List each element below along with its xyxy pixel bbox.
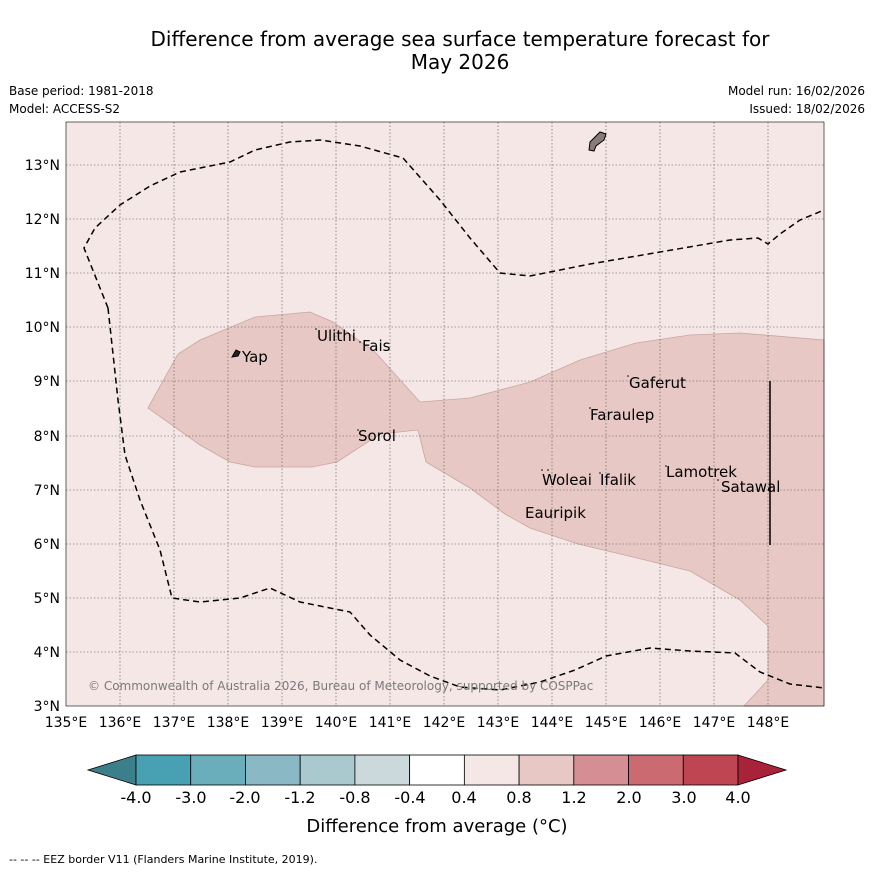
colorbar-segment <box>628 754 684 786</box>
lon-label: 135°E <box>45 715 88 731</box>
colorbar-tick: 4.0 <box>725 788 750 807</box>
place-label-faraulep: Faraulep <box>590 406 654 424</box>
colorbar-tick-labels: -4.0 -3.0 -2.0 -1.2 -0.8 -0.4 0.4 0.8 1.… <box>120 788 750 807</box>
colorbar-tick: 3.0 <box>671 788 696 807</box>
issued-text: Issued: 18/02/2026 <box>749 102 865 116</box>
map-frame <box>65 121 825 707</box>
colorbar-title: Difference from average (°C) <box>306 816 567 837</box>
colorbar-segment <box>299 754 356 786</box>
lon-label: 136°E <box>99 715 142 731</box>
place-label-sorol: Sorol <box>358 427 396 445</box>
base-period-text: Base period: 1981-2018 <box>9 84 154 98</box>
lon-label: 138°E <box>207 715 250 731</box>
colorbar-segment <box>245 754 301 786</box>
chart-title-line1: Difference from average sea surface temp… <box>150 27 770 51</box>
colorbar-tick: 0.8 <box>506 788 531 807</box>
guam-island <box>588 131 607 152</box>
lon-label: 148°E <box>747 715 790 731</box>
lat-label: 8°N <box>34 429 60 445</box>
colorbar-tick: -3.0 <box>175 788 206 807</box>
yap-island <box>231 349 241 358</box>
lon-label: 140°E <box>315 715 358 731</box>
model-text: Model: ACCESS-S2 <box>9 102 121 116</box>
meta-right: Model run: 16/02/2026 Issued: 18/02/2026 <box>728 82 865 118</box>
colorbar-tick: -1.2 <box>284 788 315 807</box>
place-label-yap: Yap <box>241 348 268 366</box>
lat-label: 10°N <box>25 320 60 336</box>
lon-label: 147°E <box>693 715 736 731</box>
colorbar-segment <box>354 754 411 786</box>
colorbar-segment <box>190 754 246 786</box>
lon-label: 144°E <box>531 715 574 731</box>
lon-label: 139°E <box>261 715 304 731</box>
place-label-ulithi: Ulithi <box>317 327 356 345</box>
lat-label: 11°N <box>25 266 60 282</box>
lat-label: 3°N <box>34 699 60 715</box>
colorbar-tick: -0.8 <box>339 788 370 807</box>
colorbar-tick: 0.4 <box>451 788 476 807</box>
colorbar-tick: -0.4 <box>394 788 425 807</box>
model-run-text: Model run: 16/02/2026 <box>727 84 865 98</box>
colorbar-tick: -4.0 <box>120 788 151 807</box>
colorbar-segment <box>463 754 520 786</box>
place-label-ifalik: Ifalik <box>600 471 636 489</box>
latitude-labels: 13°N 12°N 11°N 10°N 9°N 8°N 7°N 6°N 5°N … <box>25 158 60 715</box>
lon-label: 146°E <box>639 715 682 731</box>
place-label-eauripik: Eauripik <box>525 504 586 522</box>
colorbar-segment <box>135 754 192 786</box>
lon-label: 145°E <box>585 715 628 731</box>
copyright-text: © Commonwealth of Australia 2026, Bureau… <box>88 679 593 693</box>
lon-label: 137°E <box>153 715 196 731</box>
lat-label: 9°N <box>34 374 60 390</box>
lon-label: 141°E <box>369 715 412 731</box>
colorbar-segment <box>518 754 575 786</box>
place-label-gaferut: Gaferut <box>629 374 686 392</box>
colorbar-segment <box>573 754 629 786</box>
colorbar-tick: 2.0 <box>616 788 641 807</box>
meta-left: Base period: 1981-2018 Model: ACCESS-S2 <box>9 82 154 118</box>
eez-border-north <box>83 139 825 309</box>
place-label-fais: Fais <box>362 337 391 355</box>
chart-title-line2: May 2026 <box>410 50 510 74</box>
lat-label: 4°N <box>34 645 60 661</box>
gridlines <box>66 122 824 706</box>
footer-legend: -- -- -- EEZ border V11 (Flanders Marine… <box>9 853 318 866</box>
lat-label: 7°N <box>34 483 60 499</box>
lat-label: 6°N <box>34 537 60 553</box>
lat-label: 12°N <box>25 212 60 228</box>
lon-label: 142°E <box>423 715 466 731</box>
colorbar <box>86 754 788 786</box>
atoll-dots <box>315 328 719 481</box>
eez-border-south <box>107 307 825 691</box>
longitude-labels: 135°E 136°E 137°E 138°E 139°E 140°E 141°… <box>45 715 790 731</box>
lat-label: 5°N <box>34 591 60 607</box>
place-label-lamotrek: Lamotrek <box>666 463 737 481</box>
place-label-satawal: Satawal <box>721 478 780 496</box>
colorbar-segment <box>682 754 739 786</box>
colorbar-extend-low <box>86 754 137 786</box>
place-label-woleai: Woleai <box>542 471 592 489</box>
colorbar-tick: -2.0 <box>229 788 260 807</box>
colorbar-tick: 1.2 <box>561 788 586 807</box>
chart-title: Difference from average sea surface temp… <box>120 28 800 74</box>
lat-label: 13°N <box>25 158 60 174</box>
lon-label: 143°E <box>477 715 520 731</box>
colorbar-extend-high <box>737 754 788 786</box>
colorbar-segment <box>409 754 465 786</box>
